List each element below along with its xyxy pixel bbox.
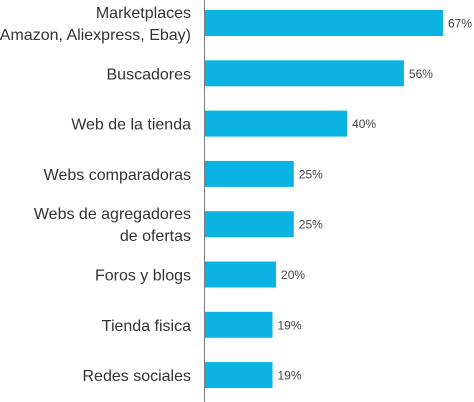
value-label-5: 20% <box>281 268 305 282</box>
category-label-4-line-1: de ofertas <box>120 228 191 245</box>
value-labels-layer: 67% 56% 40% 25% 25% 20% 19% 19% <box>277 17 472 383</box>
category-label-2: Web de la tienda <box>71 117 191 134</box>
bars-layer <box>205 10 443 389</box>
value-label-6: 19% <box>277 318 301 332</box>
category-label-3: Webs comparadoras <box>44 167 191 184</box>
bar-5 <box>205 261 277 288</box>
category-label-0-line-0: Marketplaces <box>96 5 191 22</box>
value-label-4: 25% <box>299 218 323 232</box>
value-label-3: 25% <box>299 167 323 181</box>
bar-7 <box>205 362 273 389</box>
category-label-6: Tienda fisica <box>102 318 191 335</box>
bar-4 <box>205 211 294 238</box>
bar-1 <box>205 60 404 87</box>
bar-2 <box>205 110 348 137</box>
value-label-1: 56% <box>409 67 433 81</box>
category-label-4-line-0: Webs de agregadores <box>34 206 191 223</box>
value-label-7: 19% <box>277 369 301 383</box>
category-label-7: Redes sociales <box>83 368 192 385</box>
bar-3 <box>205 160 294 187</box>
category-label-5: Foros y blogs <box>95 268 191 285</box>
category-label-1: Buscadores <box>107 66 192 83</box>
category-label-0-line-1: (Amazon, Aliexpress, Ebay) <box>0 27 191 44</box>
value-label-2: 40% <box>352 117 376 131</box>
bar-0 <box>205 10 443 36</box>
category-labels-layer: Marketplaces (Amazon, Aliexpress, Ebay) Bu… <box>0 5 191 385</box>
value-label-0: 67% <box>448 17 472 31</box>
bar-6 <box>205 311 273 338</box>
